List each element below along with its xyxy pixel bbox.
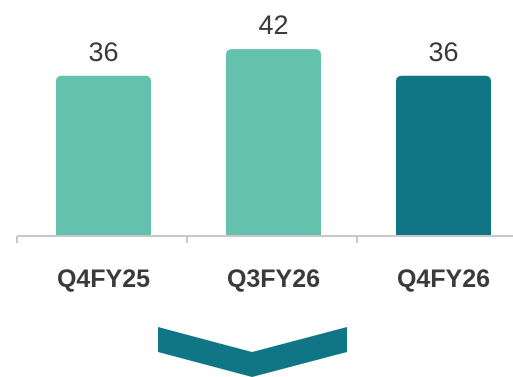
data-label-q3fy26: 42 <box>258 10 288 40</box>
chevron-down-icon <box>158 327 347 377</box>
x-tick-label-q4fy26: Q4FY26 <box>397 265 490 293</box>
x-tick-label-q4fy25: Q4FY25 <box>57 265 150 293</box>
bar-q4fy25 <box>56 75 151 236</box>
x-tick-label-q3fy26: Q3FY26 <box>227 265 320 293</box>
bar-q4fy26 <box>396 75 491 236</box>
x-axis <box>16 235 513 243</box>
bar-q3fy26 <box>226 49 321 236</box>
value-labels-layer: 36 42 36 <box>88 10 458 67</box>
data-label-q4fy25: 36 <box>88 37 118 67</box>
bars-layer <box>56 49 491 236</box>
category-labels-layer: Q4FY25 Q3FY26 Q4FY26 <box>57 265 490 293</box>
data-label-q4fy26: 36 <box>428 37 458 67</box>
